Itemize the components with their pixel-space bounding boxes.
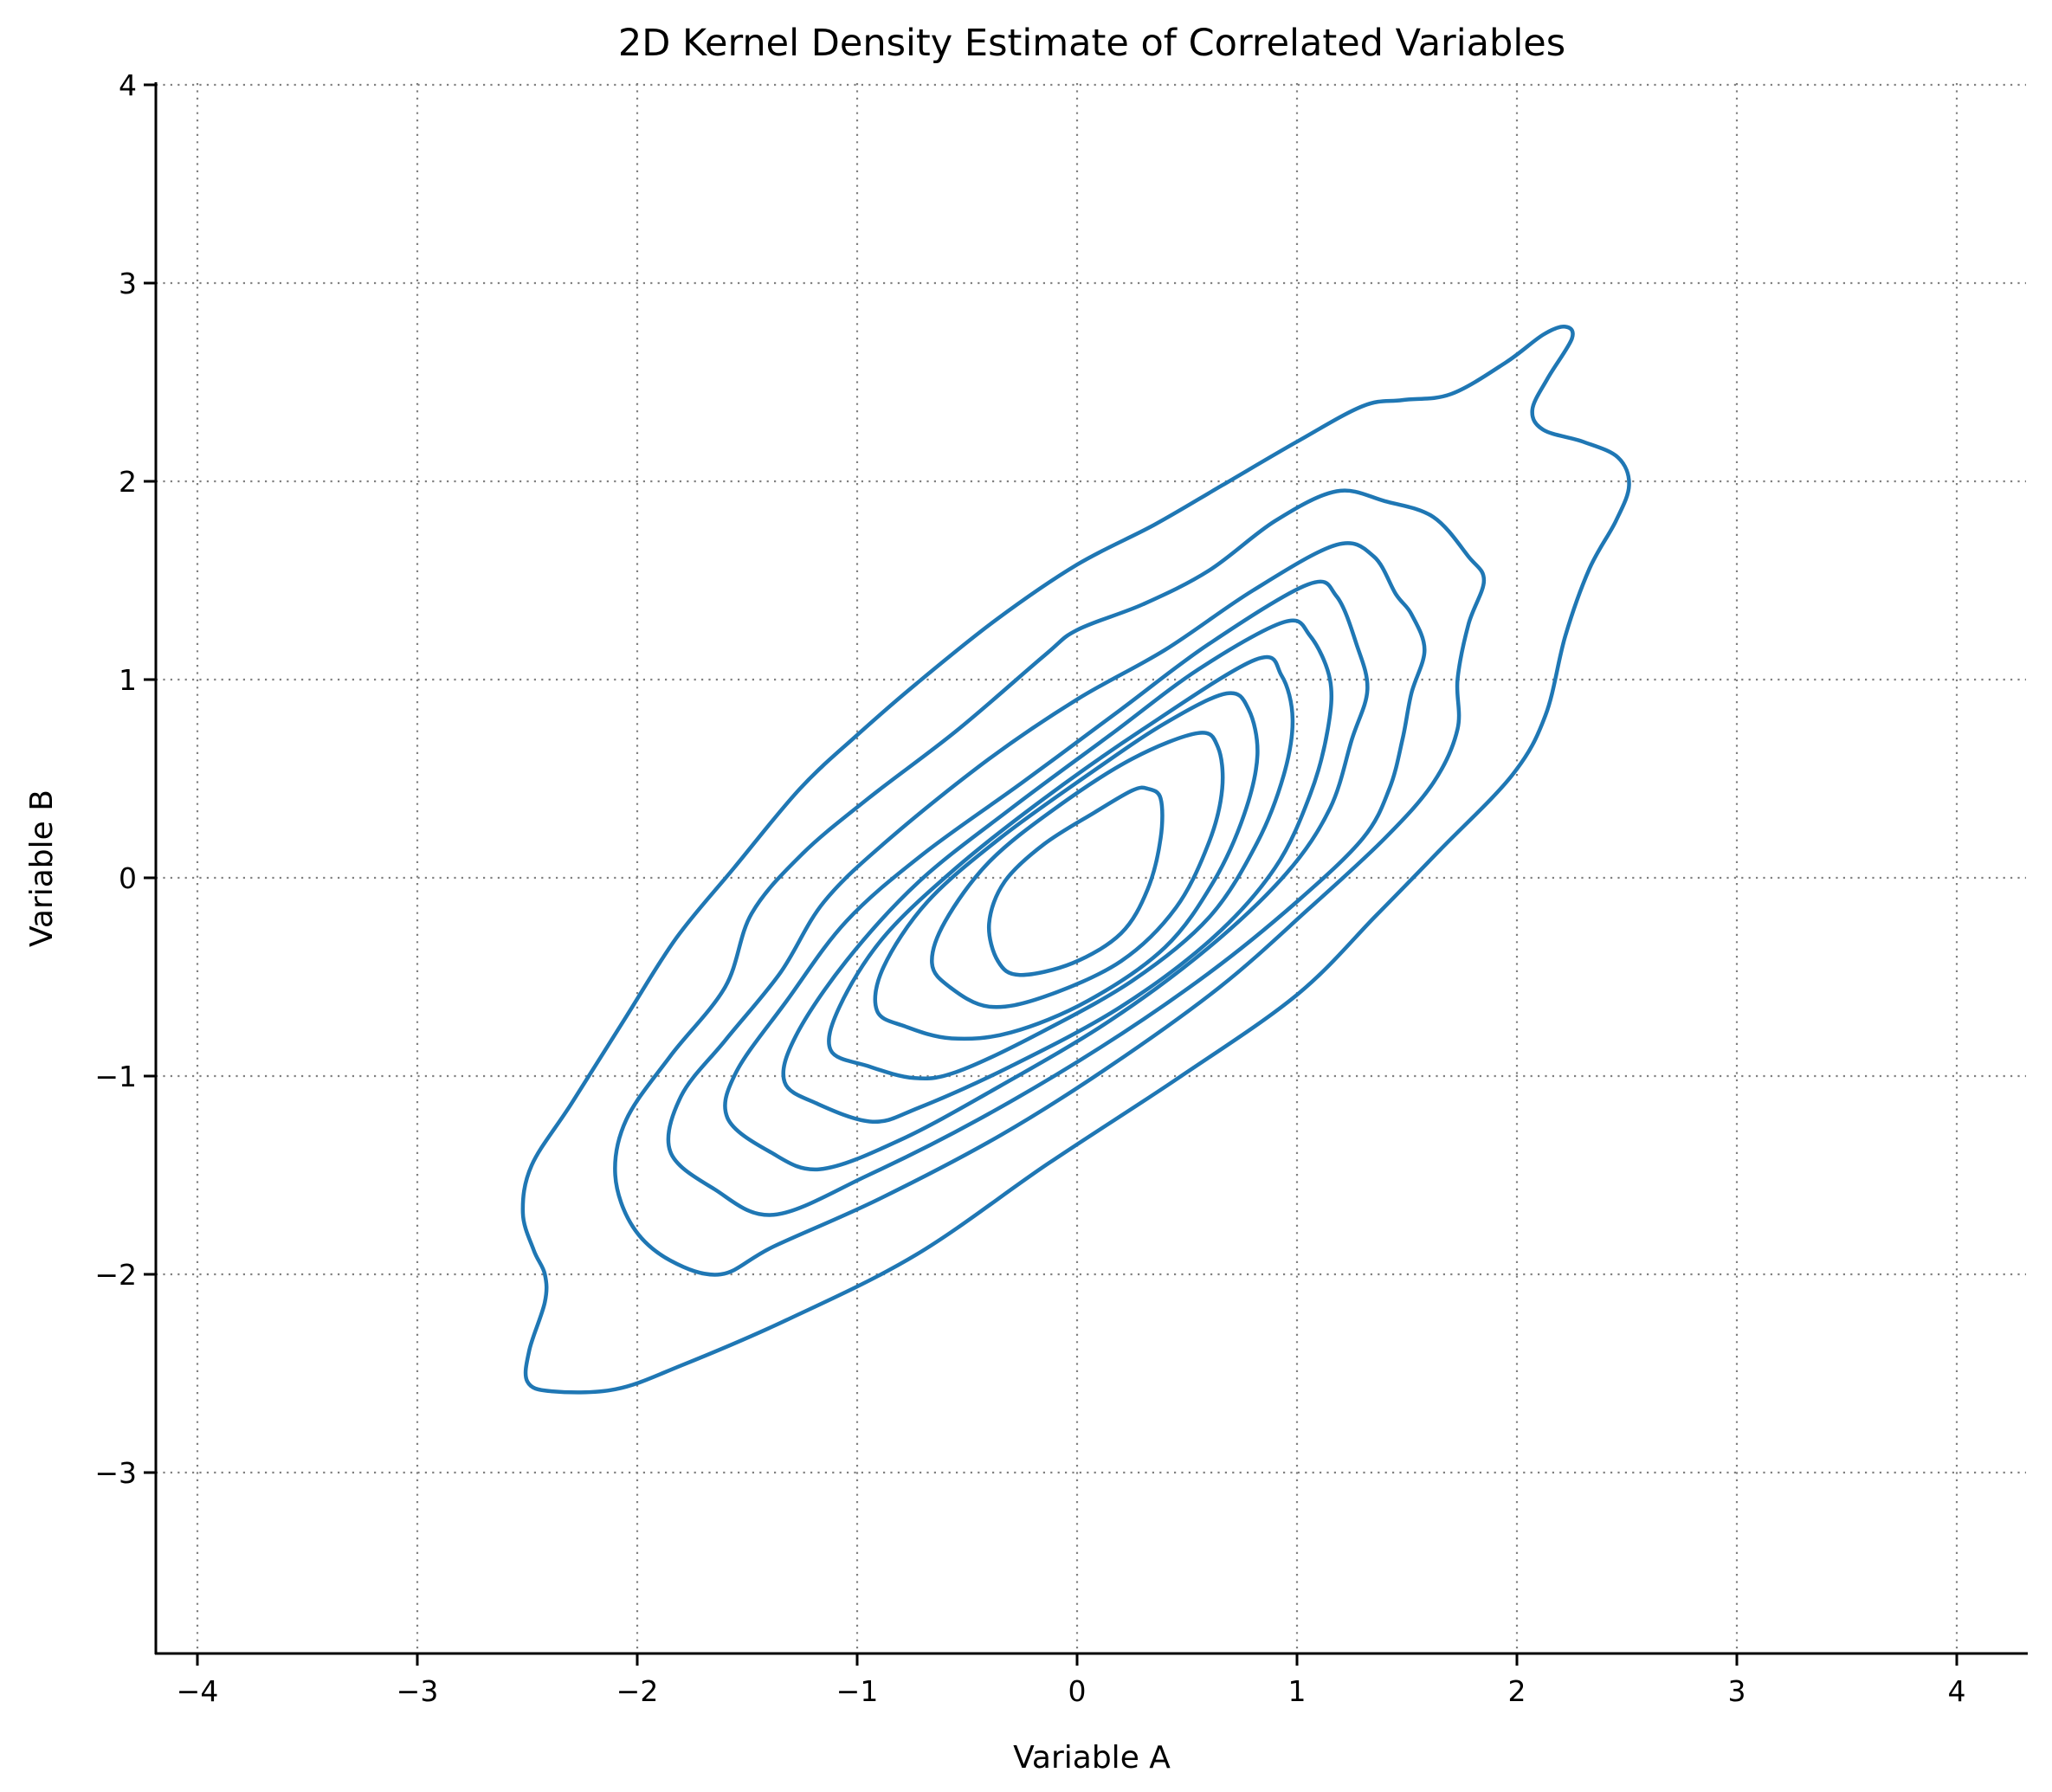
x-tick-label: −3 bbox=[397, 1674, 439, 1708]
density-contour-level-9 bbox=[986, 785, 1165, 977]
y-axis-ticks: −3 −2 −1 0 1 2 3 4 bbox=[94, 68, 156, 1490]
density-contour-level-5 bbox=[781, 618, 1334, 1124]
density-contour-level-6 bbox=[827, 654, 1295, 1081]
x-tick-label: −4 bbox=[177, 1674, 219, 1708]
x-axis-label: Variable A bbox=[1013, 1740, 1171, 1776]
x-tick-label: 0 bbox=[1068, 1674, 1087, 1708]
axes bbox=[154, 82, 2028, 1655]
x-tick-label: 2 bbox=[1508, 1674, 1526, 1708]
density-contour-level-2 bbox=[613, 488, 1487, 1277]
y-tick-label: −3 bbox=[94, 1456, 137, 1490]
density-contours bbox=[520, 325, 1631, 1395]
x-tick-label: 4 bbox=[1948, 1674, 1966, 1708]
y-tick-label: 1 bbox=[119, 663, 137, 697]
density-contour-level-7 bbox=[873, 691, 1260, 1041]
chart-title: 2D Kernel Density Estimate of Correlated… bbox=[618, 22, 1565, 65]
y-tick-label: 0 bbox=[119, 861, 137, 895]
x-tick-label: −2 bbox=[616, 1674, 659, 1708]
density-contour-level-1 bbox=[520, 325, 1631, 1395]
x-tick-label: 1 bbox=[1288, 1674, 1307, 1708]
density-contour-level-4 bbox=[723, 579, 1370, 1172]
density-contour-level-8 bbox=[930, 731, 1225, 1009]
x-axis-ticks: −4 −3 −2 −1 0 1 2 3 4 bbox=[177, 1653, 1966, 1708]
y-tick-label: −2 bbox=[94, 1258, 137, 1292]
y-tick-label: 2 bbox=[119, 465, 137, 499]
y-tick-label: 4 bbox=[119, 68, 137, 102]
y-tick-label: −1 bbox=[94, 1060, 137, 1093]
x-tick-label: 3 bbox=[1728, 1674, 1746, 1708]
y-tick-label: 3 bbox=[119, 267, 137, 300]
x-tick-label: −1 bbox=[836, 1674, 879, 1708]
y-axis-label: Variable B bbox=[24, 790, 60, 947]
density-contour-level-3 bbox=[666, 541, 1427, 1217]
